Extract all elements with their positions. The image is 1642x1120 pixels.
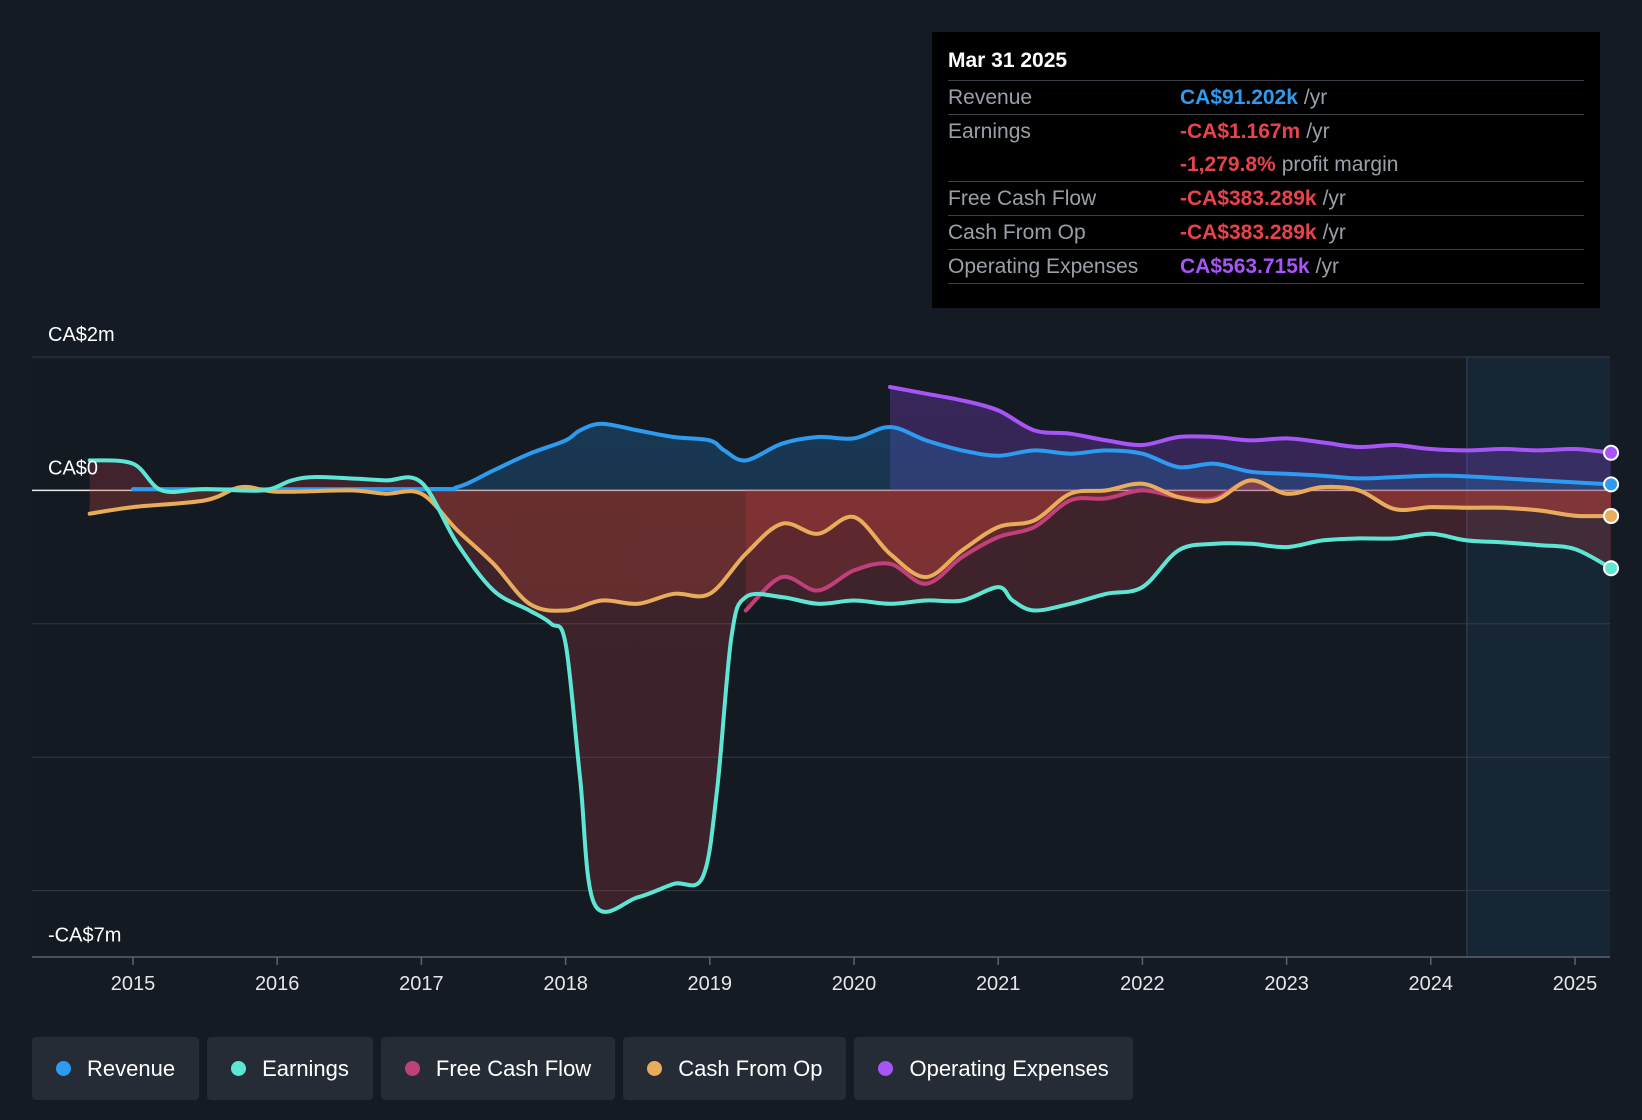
x-tick-label: 2023	[1264, 973, 1309, 995]
tooltip-unit: /yr	[1322, 221, 1346, 244]
tooltip-row: Cash From Op -CA$383.289k/yr	[948, 216, 1584, 250]
x-tick-label: 2015	[111, 973, 156, 995]
x-tick-label: 2025	[1553, 973, 1598, 995]
x-tick-label: 2022	[1120, 973, 1165, 995]
tooltip-row: Operating Expenses CA$563.715k/yr	[948, 250, 1584, 284]
legend-dot-icon	[231, 1061, 247, 1076]
tooltip-label: Free Cash Flow	[948, 187, 1097, 210]
tooltip-unit: /yr	[1303, 86, 1328, 109]
legend-dot-icon	[404, 1061, 420, 1076]
tooltip-row: Free Cash Flow -CA$383.289k/yr	[948, 182, 1584, 216]
legend-item-cash-from-op[interactable]: Cash From Op	[623, 1037, 847, 1100]
y-axis-label: CA$2m	[48, 324, 115, 346]
x-tick-label: 2020	[832, 973, 877, 995]
legend-item-earnings[interactable]: Earnings	[207, 1037, 373, 1100]
series-lines	[87, 385, 1620, 914]
x-axis-ticks: 2015 2016 2017 2018 2019 2020 2021 2022 2023 2024…	[111, 957, 1598, 995]
y-axis-label: CA$0	[48, 457, 98, 479]
tooltip-unit: /yr	[1306, 120, 1330, 143]
x-tick-label: 2016	[255, 973, 300, 995]
endpoint-earnings	[1603, 560, 1620, 577]
tooltip-rows: Revenue CA$91.202k/yr Earnings -CA$1.167m/y…	[948, 81, 1584, 284]
line-operating-expenses	[888, 385, 1613, 455]
tooltip-value: CA$563.715k	[1180, 255, 1310, 278]
legend-label: Earnings	[262, 1055, 349, 1081]
x-tick-label: 2024	[1409, 973, 1454, 995]
tooltip-label: Earnings	[948, 120, 1031, 143]
legend-label: Free Cash Flow	[435, 1055, 592, 1081]
tooltip-label: Operating Expenses	[948, 255, 1139, 278]
legend-item-operating-expenses[interactable]: Operating Expenses	[854, 1037, 1133, 1100]
legend-label: Revenue	[87, 1055, 176, 1081]
x-tick-label: 2017	[399, 973, 444, 995]
legend-label: Cash From Op	[678, 1055, 823, 1081]
tooltip-value: -CA$1.167m	[1180, 120, 1301, 143]
tooltip-row: -1,279.8% profit margin	[948, 148, 1584, 182]
legend-item-free-cash-flow[interactable]: Free Cash Flow	[380, 1037, 616, 1100]
tooltip: Mar 31 2025 Revenue CA$91.202k/yr Earnings…	[932, 32, 1600, 308]
forecast-region-rect	[1466, 357, 1610, 957]
legend-dot-icon	[56, 1061, 71, 1076]
tooltip-label: Revenue	[948, 86, 1033, 109]
tooltip-label: Cash From Op	[948, 221, 1086, 244]
endpoint-cash-from-op	[1603, 507, 1620, 524]
tooltip-row: Earnings -CA$1.167m/yr	[948, 115, 1584, 148]
line-revenue	[131, 421, 1613, 492]
tooltip-row: Revenue CA$91.202k/yr	[948, 81, 1584, 115]
tooltip-date: Mar 31 2025	[948, 46, 1584, 81]
tooltip-label	[948, 148, 1180, 181]
legend-item-revenue[interactable]: Revenue	[32, 1037, 200, 1100]
series-areas	[89, 387, 1612, 912]
endpoint-operating-expenses	[1603, 444, 1620, 461]
y-axis-labels: CA$2m CA$0 -CA$7m	[48, 324, 121, 946]
area-cash-from-op	[89, 480, 1612, 611]
line-earnings	[87, 458, 1613, 914]
tooltip-unit: profit margin	[1281, 153, 1399, 176]
tooltip-value: -CA$383.289k	[1180, 187, 1317, 210]
tooltip-unit: /yr	[1322, 187, 1346, 210]
area-free-cash-flow	[745, 480, 1611, 611]
tooltip-value: -1,279.8%	[1180, 153, 1276, 176]
x-tick-label: 2019	[688, 973, 733, 995]
legend-dot-icon	[878, 1061, 894, 1076]
area-revenue	[133, 423, 1611, 491]
legend-dot-icon	[647, 1061, 663, 1076]
tooltip-value: CA$91.202k	[1180, 86, 1298, 109]
endpoint-revenue	[1603, 476, 1620, 493]
tooltip-unit: /yr	[1315, 255, 1339, 278]
legend-label: Operating Expenses	[909, 1055, 1109, 1081]
x-tick-label: 2018	[543, 973, 588, 995]
line-cash-from-op	[87, 478, 1613, 613]
y-axis-label: -CA$7m	[48, 924, 121, 946]
legend: Revenue Earnings Free Cash Flow Cash From O…	[32, 1037, 1133, 1100]
x-tick-label: 2021	[976, 973, 1021, 995]
tooltip-value: -CA$383.289k	[1180, 221, 1317, 244]
